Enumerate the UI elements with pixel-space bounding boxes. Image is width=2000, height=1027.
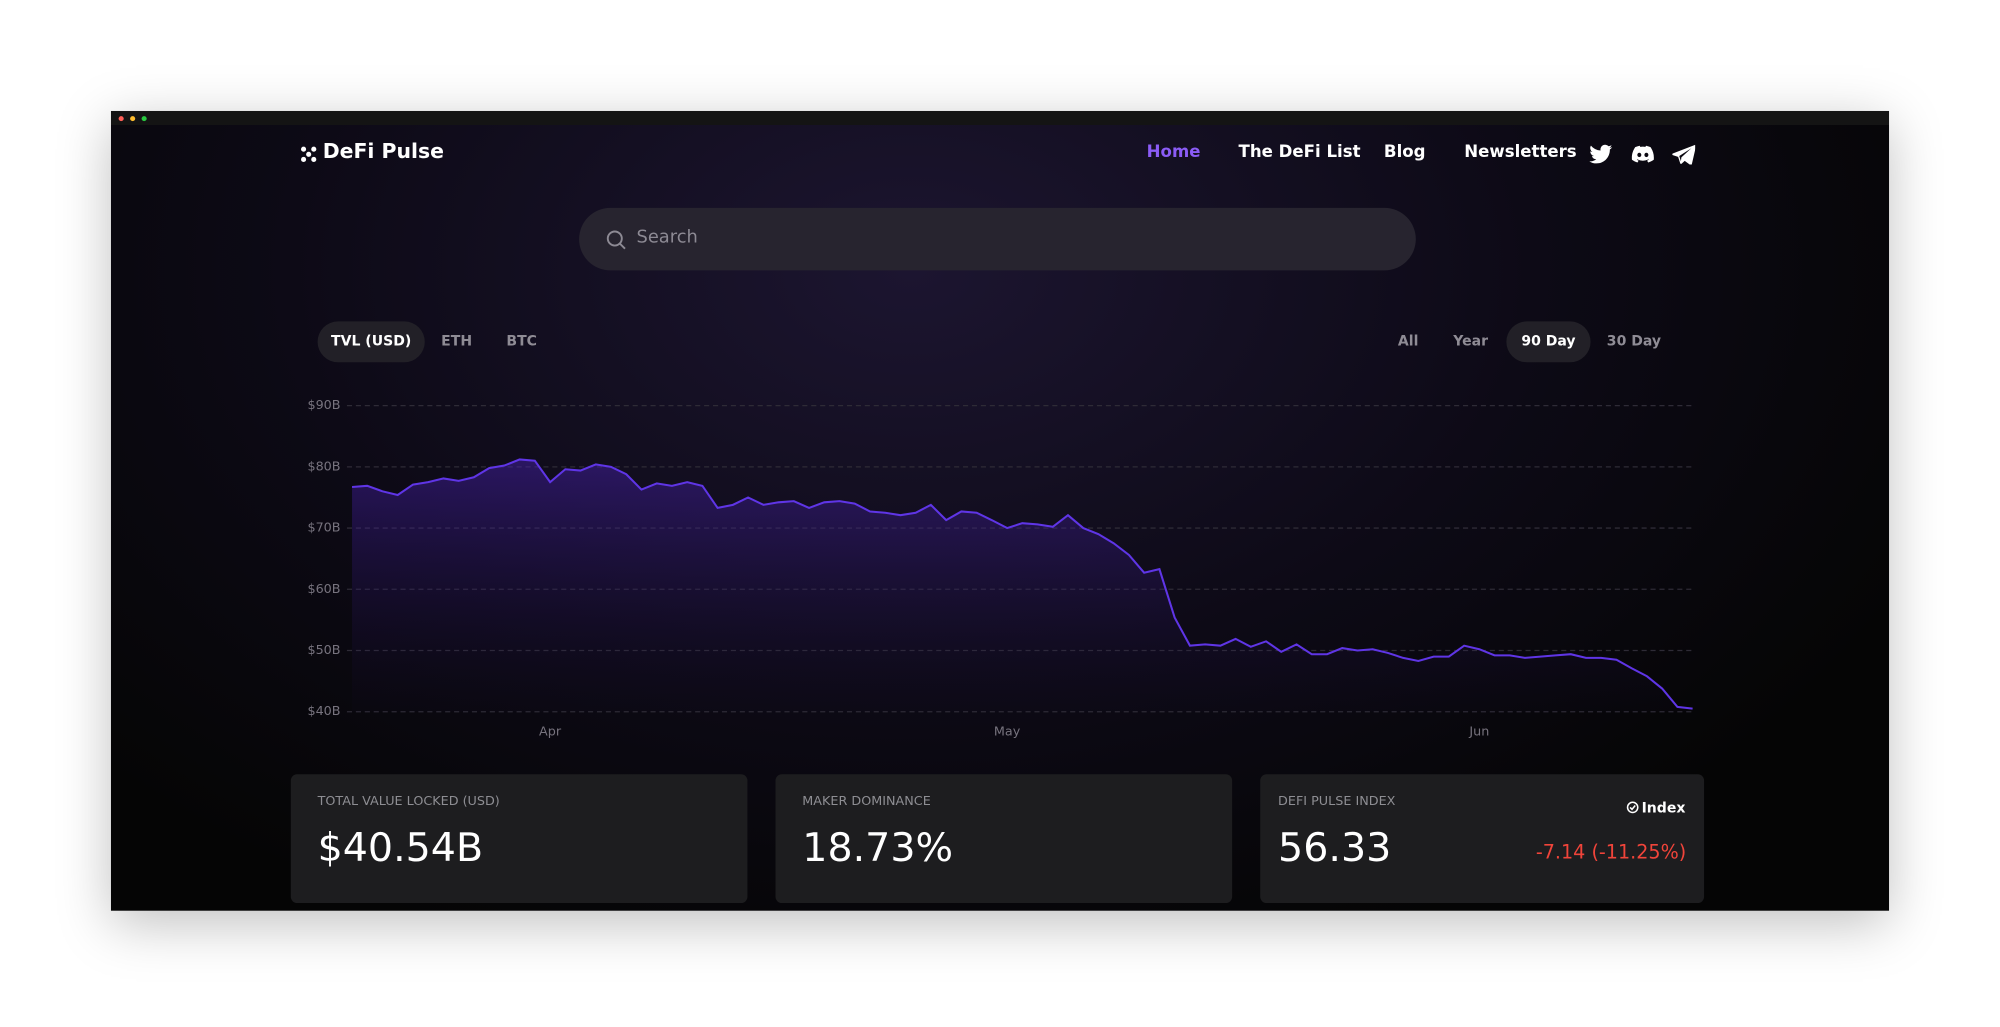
stat-card: MAKER DOMINANCE 18.73% [775,774,1233,904]
y-tick-label: $90B [307,398,340,413]
index-badge[interactable]: Index [1641,799,1686,817]
stat-label: MAKER DOMINANCE [802,794,931,809]
index-icon [1626,801,1639,814]
nav-link[interactable]: The DeFi List [1238,142,1361,162]
range-tab[interactable]: 90 Day [1506,321,1591,363]
tvl-chart: $40B $50B $60B $70B $80B $90B Apr May Jun [307,398,1693,740]
search-bar[interactable]: Search [579,207,1416,271]
stat-card: TOTAL VALUE LOCKED (USD) $40.54B [290,774,748,904]
index-change: -7.14 (-11.25%) [1535,840,1687,864]
browser-window: DeFi Pulse Home The DeFi List Blog Newsl… [110,110,1890,911]
stat-value: 18.73% [802,825,954,872]
currency-tab[interactable]: ETH [441,332,473,350]
search-placeholder: Search [636,227,698,248]
nav-link[interactable]: Newsletters [1464,142,1577,162]
stat-value: $40.54B [317,825,484,872]
tvl-line [351,458,1693,710]
zoom-dot[interactable] [141,116,147,122]
stat-value: 56.33 [1278,825,1392,872]
y-tick-label: $70B [307,521,340,536]
minimize-dot[interactable] [130,116,136,122]
range-tab[interactable]: All [1397,332,1419,350]
range-tab[interactable]: Year [1453,332,1489,350]
x-tick-label: Apr [539,725,562,740]
title-bar [110,110,1890,125]
twitter-icon[interactable] [1589,144,1613,164]
y-tick-label: $80B [307,459,340,474]
nav-link[interactable]: Blog [1383,142,1426,162]
stat-label: DEFI PULSE INDEX [1278,794,1396,809]
stat-label: TOTAL VALUE LOCKED (USD) [317,794,500,809]
x-tick-label: May [994,725,1021,740]
area-fill [352,459,1693,712]
search-icon [606,230,626,250]
telegram-icon[interactable] [1672,144,1696,165]
y-tick-label: $60B [307,582,340,597]
discord-icon[interactable] [1631,145,1654,163]
stat-card: DEFI PULSE INDEX 56.33 Index -7.14 (-11.… [1260,774,1705,904]
y-tick-label: $50B [307,643,340,658]
currency-tab[interactable]: TVL (USD) [317,321,425,363]
close-dot[interactable] [118,116,124,122]
currency-tab[interactable]: BTC [506,332,537,350]
logo-icon [301,146,317,162]
y-tick-label: $40B [307,704,340,719]
nav-link[interactable]: Home [1146,142,1201,162]
x-tick-label: Jun [1468,725,1489,740]
range-tab[interactable]: 30 Day [1606,332,1662,350]
logo[interactable]: DeFi Pulse [322,139,444,164]
